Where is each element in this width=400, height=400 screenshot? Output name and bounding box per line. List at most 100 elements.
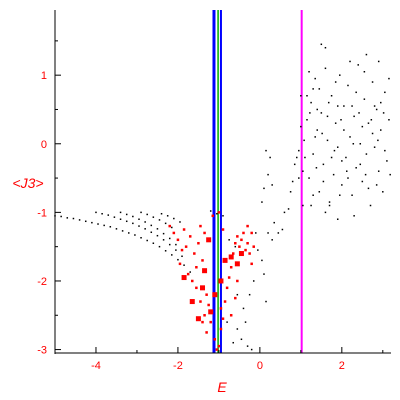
data-point <box>304 156 306 159</box>
data-point <box>138 218 140 220</box>
data-point <box>234 296 237 300</box>
data-point <box>357 64 359 66</box>
data-point <box>380 101 382 104</box>
vertical-reference-lines <box>212 10 303 353</box>
data-point <box>201 259 204 262</box>
data-point <box>334 122 337 124</box>
data-point <box>349 136 351 138</box>
data-point <box>189 271 191 273</box>
data-point <box>225 286 229 290</box>
data-point <box>152 242 155 244</box>
data-point <box>109 226 112 228</box>
data-point <box>336 146 339 148</box>
data-point <box>316 108 318 111</box>
data-point <box>271 184 273 186</box>
data-points <box>54 43 391 351</box>
data-point <box>322 180 325 183</box>
data-point <box>303 139 305 142</box>
data-point <box>273 221 275 224</box>
data-point <box>107 214 110 216</box>
data-point <box>316 129 318 131</box>
data-point <box>125 220 128 223</box>
data-point <box>223 300 227 303</box>
data-point <box>250 262 253 266</box>
data-point <box>263 187 265 190</box>
data-point <box>298 177 300 179</box>
data-point <box>389 173 391 176</box>
data-point <box>312 194 314 196</box>
data-point <box>355 167 357 169</box>
data-point <box>340 119 342 121</box>
data-point <box>246 224 249 228</box>
data-point <box>195 316 201 322</box>
data-point <box>219 327 223 331</box>
data-point <box>175 243 177 246</box>
y-tick-label: -3 <box>37 345 47 357</box>
data-point <box>265 149 267 152</box>
data-point <box>349 60 351 63</box>
data-point <box>353 215 355 217</box>
data-point <box>353 115 355 118</box>
data-point <box>197 241 200 245</box>
data-point <box>166 215 169 217</box>
data-point <box>231 252 235 255</box>
data-point <box>314 136 316 138</box>
data-point <box>119 211 122 214</box>
data-point <box>339 194 341 196</box>
data-point <box>242 231 245 235</box>
data-point <box>228 254 234 260</box>
data-point <box>203 231 206 235</box>
data-point <box>332 173 335 176</box>
data-point <box>365 153 368 155</box>
data-point <box>364 173 367 176</box>
x-axis-label: E <box>217 379 227 395</box>
x-tick-label: 0 <box>257 360 263 372</box>
data-point <box>234 241 237 245</box>
data-point <box>328 204 331 207</box>
data-point <box>244 248 247 252</box>
data-point <box>226 321 228 323</box>
data-point <box>200 285 206 291</box>
data-point <box>375 184 378 186</box>
y-tick-label: 0 <box>41 139 47 151</box>
data-point <box>125 213 128 216</box>
data-point <box>300 95 302 97</box>
data-point <box>382 191 384 193</box>
data-point <box>312 88 314 90</box>
data-point <box>263 273 265 275</box>
data-point <box>228 239 230 241</box>
data-point <box>265 300 267 303</box>
data-point <box>250 348 253 351</box>
data-point <box>134 234 136 236</box>
data-point <box>330 95 333 97</box>
data-point <box>306 95 308 97</box>
data-point <box>308 70 310 73</box>
data-point <box>168 224 171 228</box>
data-point <box>314 77 316 80</box>
y-tick-label: 1 <box>41 70 47 82</box>
data-point <box>156 228 159 230</box>
data-point <box>330 156 333 159</box>
data-point <box>217 211 221 214</box>
data-point <box>202 268 208 274</box>
data-point <box>146 239 148 242</box>
data-point <box>168 243 171 246</box>
data-point <box>181 255 183 258</box>
data-point <box>336 105 339 107</box>
data-point <box>119 218 122 220</box>
data-point <box>308 177 310 179</box>
data-point <box>238 245 241 248</box>
data-point <box>84 220 87 223</box>
data-point <box>238 251 244 257</box>
data-point <box>384 149 386 152</box>
data-point <box>199 300 202 303</box>
data-point <box>359 163 362 166</box>
data-point <box>121 230 124 232</box>
data-point <box>191 279 194 283</box>
data-point <box>252 245 255 248</box>
data-point <box>164 222 167 225</box>
data-point <box>248 293 251 296</box>
data-point <box>302 170 304 172</box>
data-point <box>172 231 176 235</box>
data-point <box>60 215 62 218</box>
